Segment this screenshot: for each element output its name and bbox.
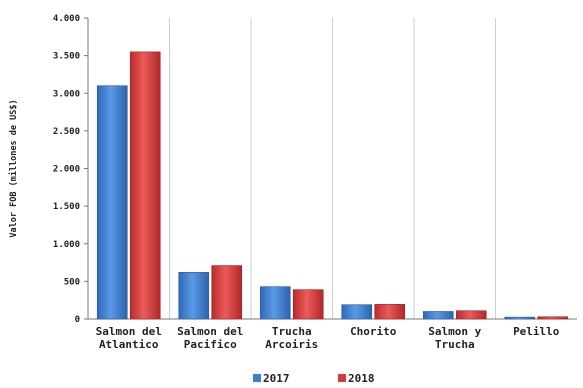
bar-2018 — [129, 51, 161, 320]
bar-2018 — [374, 304, 406, 320]
bar-2018 — [211, 265, 243, 320]
category-label: Pacifico — [184, 338, 237, 351]
bar-2017 — [96, 85, 128, 320]
category-label: Salmon del — [96, 325, 162, 338]
grid-lines — [169, 18, 496, 319]
legend-label-2018: 2018 — [348, 372, 375, 385]
legend-swatch-2018 — [338, 374, 346, 382]
y-tick-label: 1.000 — [53, 240, 80, 250]
legend-swatch-2017 — [253, 374, 261, 382]
bar-2017 — [341, 304, 373, 320]
y-tick-label: 2.000 — [53, 165, 80, 175]
category-label: Trucha — [435, 338, 475, 351]
category-label: Trucha — [272, 325, 312, 338]
y-tick-label: 3.000 — [53, 89, 80, 99]
y-tick-label: 3.500 — [53, 52, 80, 62]
bar-2018 — [455, 310, 487, 320]
y-axis-title: Valor FOB (millones de US$) — [8, 99, 19, 237]
y-tick-labels: 0 500 1.000 1.500 2.000 2.500 3.000 3.500 4.000 — [53, 14, 88, 325]
bar-2017 — [504, 316, 536, 320]
legend: 2017 2018 — [253, 372, 375, 385]
category-label: Atlantico — [99, 338, 159, 351]
y-tick-label: 500 — [64, 277, 80, 287]
bars — [96, 51, 569, 320]
bar-2017 — [422, 311, 454, 320]
bar-2018 — [537, 316, 569, 320]
category-label: Pelillo — [513, 325, 560, 338]
y-tick-label: 2.500 — [53, 127, 80, 137]
category-label: Salmon y — [428, 325, 481, 338]
category-label: Arcoiris — [265, 338, 318, 351]
category-label: Chorito — [350, 325, 397, 338]
y-tick-label: 0 — [75, 315, 80, 325]
bar-2018 — [292, 289, 324, 320]
category-label: Salmon del — [177, 325, 243, 338]
bar-2017 — [178, 272, 210, 320]
legend-label-2017: 2017 — [263, 372, 290, 385]
bar-2017 — [259, 286, 291, 320]
y-tick-label: 1.500 — [53, 202, 80, 212]
y-tick-label: 4.000 — [53, 14, 80, 24]
